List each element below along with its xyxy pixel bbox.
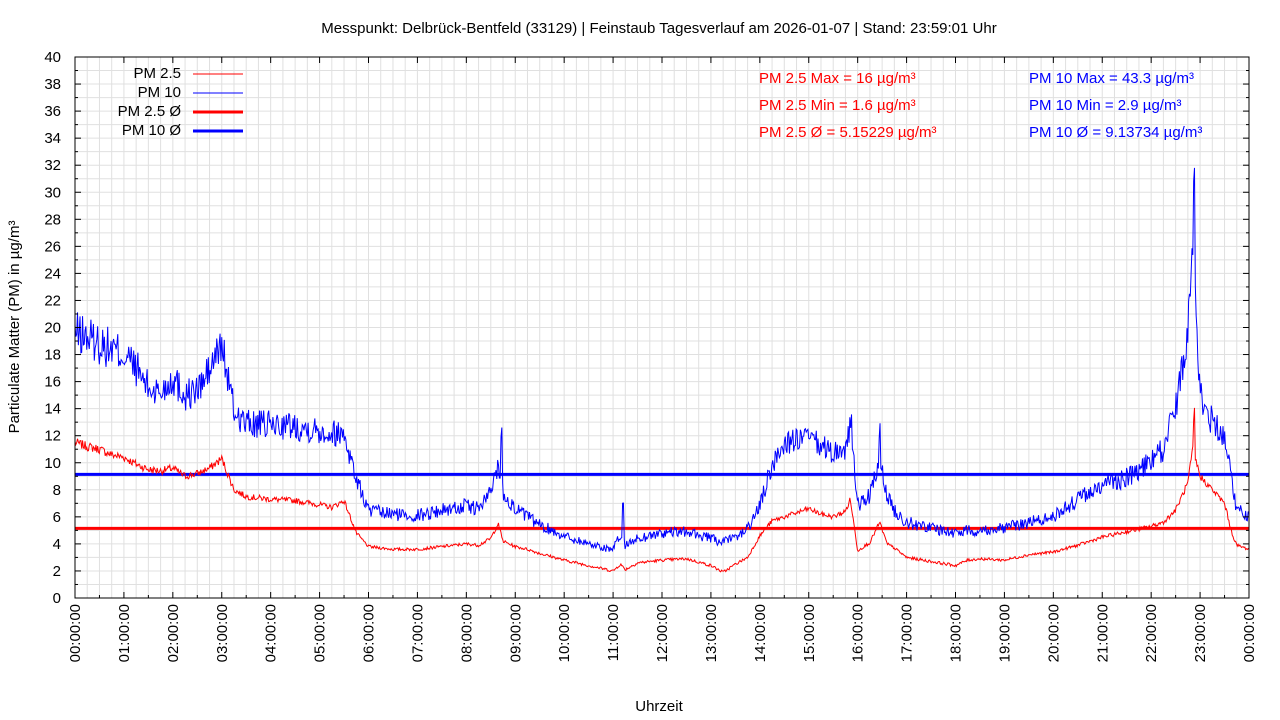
x-tick-label: 02:00:00 [165,604,182,662]
y-tick-label: 6 [53,509,61,526]
stats-annotations: PM 2.5 Max = 16 µg/m³ PM 2.5 Min = 1.6 µ… [759,70,1202,141]
x-tick-label: 10:00:00 [556,604,573,662]
annotation-pm25-max: PM 2.5 Max = 16 µg/m³ [759,70,916,87]
series-line-pm25 [74,407,1250,573]
y-tick-label: 18 [44,347,61,364]
y-tick-label: 40 [44,49,61,66]
y-tick-label: 12 [44,428,61,445]
x-axis-ticks: 00:00:00 01:00:00 02:00:00 03:00:00 04:00:00… [67,57,1258,662]
y-tick-label: 2 [53,563,61,580]
y-tick-label: 16 [44,374,61,391]
x-tick-label: 03:00:00 [214,604,231,662]
y-tick-label: 4 [53,536,61,553]
x-tick-label: 15:00:00 [801,604,818,662]
x-tick-label: 00:00:00 [1241,604,1258,662]
x-tick-label: 14:00:00 [752,604,769,662]
y-tick-label: 10 [44,455,61,472]
x-tick-label: 09:00:00 [507,604,524,662]
annotation-pm25-avg: PM 2.5 Ø = 5.15229 µg/m³ [759,124,936,141]
annotation-pm10-min: PM 10 Min = 2.9 µg/m³ [1029,97,1181,114]
annotation-pm10-max: PM 10 Max = 43.3 µg/m³ [1029,70,1194,87]
x-tick-label: 12:00:00 [654,604,671,662]
legend-label: PM 2.5 Ø [118,103,182,120]
annotation-pm25-min: PM 2.5 Min = 1.6 µg/m³ [759,97,916,114]
chart-title: Messpunkt: Delbrück-Bentfeld (33129) | F… [321,20,996,37]
x-tick-label: 19:00:00 [996,604,1013,662]
series-line-pm10 [74,167,1250,553]
average-lines [75,472,1249,530]
annotation-pm10-avg: PM 10 Ø = 9.13734 µg/m³ [1029,124,1202,141]
grid-lines [75,57,1249,598]
x-tick-label: 01:00:00 [116,604,133,662]
x-tick-label: 16:00:00 [850,604,867,662]
legend-label: PM 2.5 [133,65,181,82]
y-tick-label: 36 [44,103,61,120]
y-tick-label: 34 [44,130,61,147]
y-tick-label: 20 [44,320,61,337]
y-tick-label: 30 [44,184,61,201]
x-tick-label: 23:00:00 [1192,604,1209,662]
x-tick-label: 21:00:00 [1094,604,1111,662]
x-tick-label: 08:00:00 [458,604,475,662]
y-tick-label: 14 [44,401,61,418]
y-tick-label: 26 [44,238,61,255]
y-tick-label: 32 [44,157,61,174]
x-tick-label: 20:00:00 [1045,604,1062,662]
y-tick-label: 24 [44,265,61,282]
x-tick-label: 11:00:00 [605,604,622,661]
x-tick-label: 17:00:00 [899,604,916,662]
x-tick-label: 13:00:00 [703,604,720,662]
x-tick-label: 00:00:00 [67,604,84,662]
y-tick-label: 38 [44,76,61,93]
x-tick-label: 18:00:00 [948,604,965,662]
x-tick-label: 05:00:00 [312,604,329,662]
legend-label: PM 10 [138,84,181,101]
y-tick-label: 0 [53,590,61,607]
series-lines [74,167,1250,573]
y-tick-label: 28 [44,211,61,228]
y-axis-label: Particulate Matter (PM) in µg/m³ [6,221,23,434]
y-tick-label: 8 [53,482,61,499]
x-tick-label: 22:00:00 [1143,604,1160,662]
y-tick-label: 22 [44,292,61,309]
x-tick-label: 06:00:00 [361,604,378,662]
x-axis-label: Uhrzeit [635,698,683,715]
x-tick-label: 07:00:00 [409,604,426,662]
x-tick-label: 04:00:00 [263,604,280,662]
legend: PM 2.5 PM 10 PM 2.5 Ø PM 10 Ø [118,65,243,139]
legend-label: PM 10 Ø [122,122,182,139]
